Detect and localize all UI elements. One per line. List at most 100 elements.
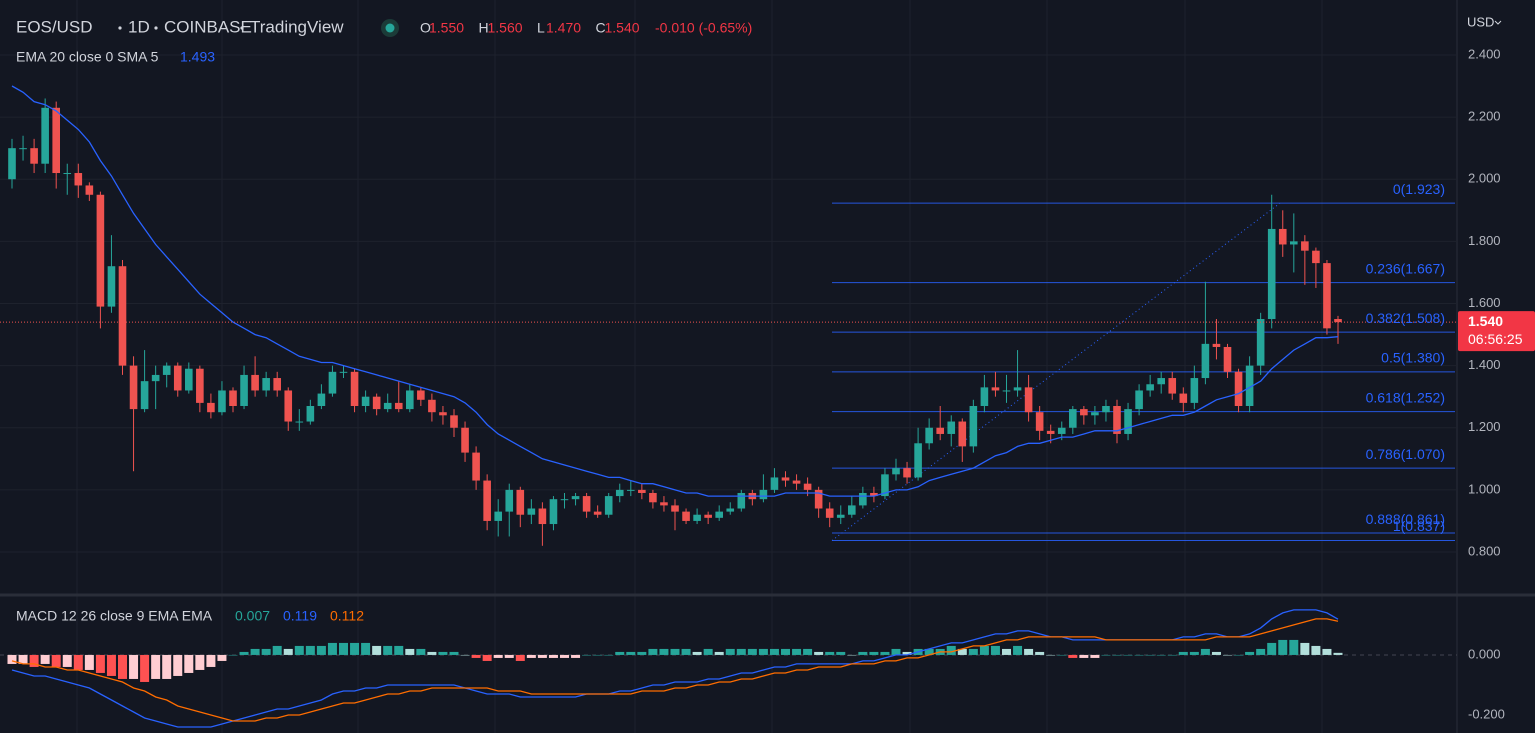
histogram-bar [1267,642,1277,655]
histogram-bar [515,654,525,661]
histogram-bar [891,648,901,655]
candle-body [284,390,293,422]
candle-body [372,396,381,410]
signal-value: 0.112 [330,608,364,624]
symbol[interactable]: EOS/USD [16,17,93,36]
histogram-bar [106,654,116,676]
candle-body [394,402,403,410]
histogram-bar [869,651,879,655]
histogram-bar [350,642,360,655]
histogram-bar [394,645,404,655]
histogram-bar [129,654,139,679]
candle-body [925,427,933,444]
histogram-bar [7,654,17,664]
histogram-bar [62,654,72,667]
histogram-bar [18,654,28,664]
candle-body [383,402,392,410]
y-tick-label: 1.200 [1468,419,1501,434]
fib-label: 0.236(1.667) [1366,260,1445,276]
candle-body [936,427,944,434]
candle-body [317,393,326,406]
ohlc-value: 1.550 [429,20,464,36]
ohlc-key: C [596,20,606,36]
histogram-bar [847,654,857,656]
histogram-bar [1322,648,1332,655]
histogram-bar [1234,654,1244,656]
histogram-bar [1167,654,1177,656]
macd-title[interactable]: MACD 12 26 close 9 EMA EMA [16,608,213,624]
histogram-bar [239,651,249,655]
candle-body [715,511,723,518]
histogram-bar [537,654,547,658]
currency[interactable]: USD [1467,14,1494,29]
candle-body [1146,384,1154,391]
separator-dot [118,26,122,30]
candle-body [1290,241,1298,245]
candle-body [627,489,635,491]
candle-body [461,427,469,453]
histogram-bar [758,648,768,655]
candle-body [63,173,72,175]
ema-label[interactable]: EMA 20 close 0 SMA 5 [16,49,159,65]
market-status-dot [385,23,395,33]
last-price-label: 1.540 [1468,313,1503,329]
candle-body [118,266,127,366]
histogram-bar [29,654,39,667]
y-tick-label: 2.400 [1468,46,1501,61]
histogram-bar [228,654,238,656]
candle-body [96,194,105,307]
candle-body [726,508,735,512]
currency-dropdown[interactable] [1494,20,1502,25]
candle-body [892,468,900,475]
candle-body [1024,387,1033,413]
histogram-bar [1211,651,1221,655]
histogram-bar [427,651,437,655]
histogram-bar [482,654,492,661]
histogram-bar [1311,645,1321,655]
candle-body [472,452,480,481]
y-tick-label: 1.800 [1468,233,1501,248]
histogram-bar [626,651,636,655]
candle-body [549,499,558,525]
candle-body [85,185,94,195]
histogram-bar [316,645,326,655]
candle-body [1245,365,1254,406]
histogram-bar [1278,639,1288,655]
histogram-bar [449,651,459,655]
histogram-bar [593,654,603,656]
candle-body [660,502,668,506]
candle-body [1223,346,1232,372]
candle-body [439,412,447,416]
ohlc-key: O [420,20,431,36]
histogram-bar [548,654,558,658]
histogram-bar [1289,639,1299,655]
histogram-bar [504,654,514,658]
y-tick-label: 2.200 [1468,109,1501,124]
histogram-bar [438,651,448,655]
histogram-bar [703,648,713,655]
source: TradingView [250,17,344,36]
histogram-bar [1024,648,1034,655]
histogram-bar [1145,654,1155,656]
candle-body [1124,409,1132,434]
candle-body [185,368,193,391]
histogram-bar [1300,642,1310,655]
histogram-bar [261,648,271,655]
histogram-bar [725,648,735,655]
ema-value: 1.493 [180,49,215,65]
fib-label: 0.618(1.252) [1366,389,1445,405]
interval[interactable]: 1D [128,17,150,36]
histogram-bar [327,642,337,655]
histogram-bar [714,651,724,655]
histogram-bar [957,648,967,655]
candle-body [30,148,38,164]
separator-dot [240,26,244,30]
histogram-bar [692,651,702,655]
ohlc-key: L [537,20,545,36]
candle-body [361,396,370,406]
candle-body [1323,263,1331,329]
histogram-bar [736,648,746,655]
separator-dot [154,26,158,30]
macd-hist-value: 0.007 [235,608,270,624]
